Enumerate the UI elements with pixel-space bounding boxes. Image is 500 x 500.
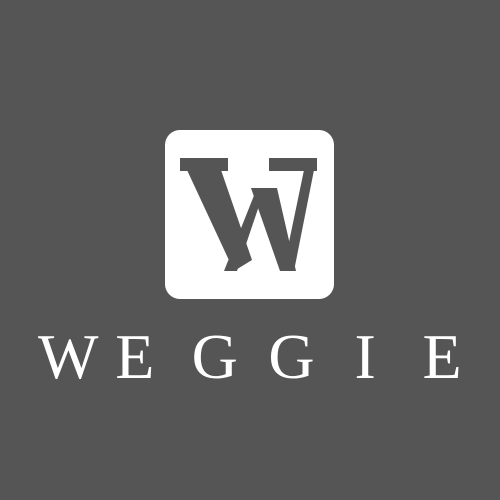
logo-tile <box>165 130 334 299</box>
wordmark-letter-g: G <box>191 321 238 392</box>
wordmark-letter-e: E <box>422 321 462 392</box>
w-monogram-icon <box>180 158 317 271</box>
wordmark-letter-g: G <box>268 321 315 392</box>
wordmark-letter-e: E <box>115 321 155 392</box>
wordmark: W E G G I E <box>0 322 500 392</box>
wordmark-letter-i: I <box>354 321 376 392</box>
wordmark-letter-w: W <box>38 321 99 392</box>
